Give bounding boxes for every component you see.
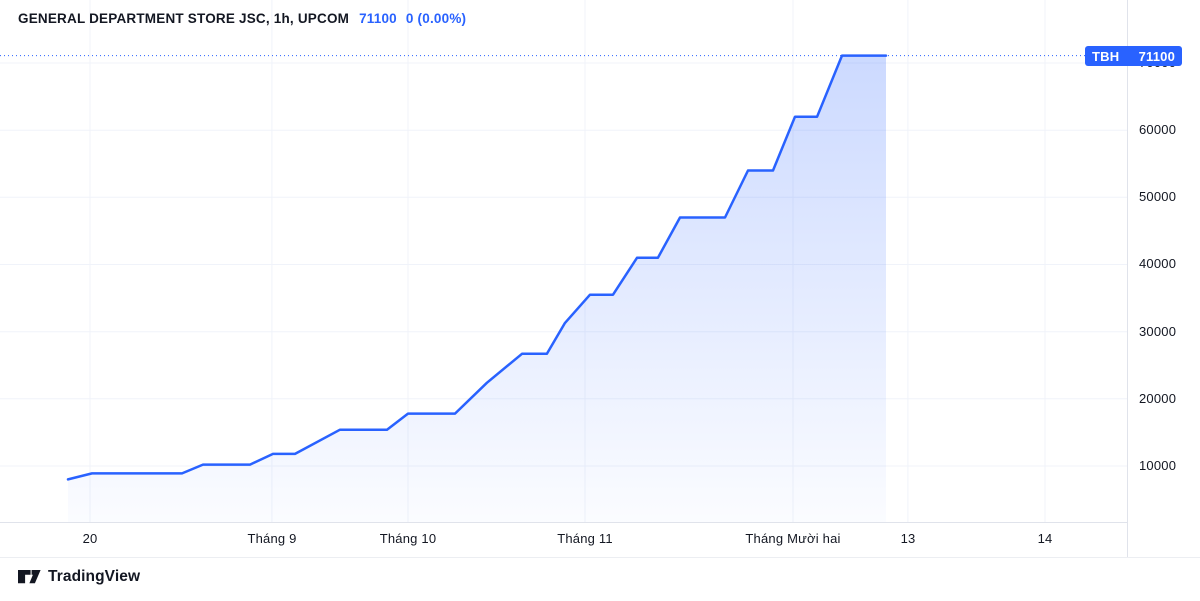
- x-axis-label: Tháng 10: [379, 531, 437, 546]
- price-scale-border: [1127, 0, 1128, 557]
- last-price-tag: TBH 71100: [1085, 46, 1182, 66]
- x-axis-label: 20: [82, 531, 98, 546]
- tradingview-logo-text: TradingView: [48, 568, 141, 585]
- y-axis-label: 40000: [1139, 256, 1177, 271]
- symbol-title[interactable]: GENERAL DEPARTMENT STORE JSC, 1h, UPCOM: [18, 11, 350, 26]
- price-series-line: [66, 54, 888, 481]
- y-axis-label: 60000: [1139, 122, 1177, 137]
- x-axis-label: 13: [900, 531, 916, 546]
- tradingview-logo[interactable]: TradingView: [18, 568, 140, 586]
- price-scale[interactable]: 10000200003000040000500006000070000: [1128, 0, 1200, 522]
- time-axis-border: [0, 522, 1127, 523]
- footer-divider: [0, 557, 1200, 558]
- grid-lines: [0, 0, 1127, 522]
- price-change-text: 0 (0.00%): [405, 11, 467, 26]
- x-axis-label: Tháng 9: [247, 531, 297, 546]
- y-axis-label: 50000: [1139, 189, 1177, 204]
- x-axis-label: Tháng Mười hai: [745, 531, 841, 546]
- x-axis-label: 14: [1037, 531, 1053, 546]
- attribution-footer: TradingView: [0, 558, 1200, 601]
- tradingview-logo-icon: [18, 570, 41, 584]
- chart-legend: GENERAL DEPARTMENT STORE JSC, 1h, UPCOM …: [18, 11, 466, 26]
- x-axis-label: Tháng 11: [557, 531, 613, 546]
- price-chart-canvas[interactable]: [0, 0, 1127, 522]
- last-price-text: 71100: [359, 11, 397, 26]
- area-fill: [68, 55, 886, 522]
- y-axis-label: 10000: [1139, 458, 1177, 473]
- time-axis[interactable]: 20 Tháng 9 Tháng 10 Tháng 11 Tháng Mười hai 1…: [0, 523, 1127, 556]
- y-axis-label: 30000: [1139, 324, 1177, 339]
- plot-area[interactable]: [0, 0, 1127, 522]
- price-tag-value: 71100: [1138, 48, 1175, 64]
- price-tag-symbol: TBH: [1092, 48, 1120, 64]
- y-axis-label: 20000: [1139, 391, 1177, 406]
